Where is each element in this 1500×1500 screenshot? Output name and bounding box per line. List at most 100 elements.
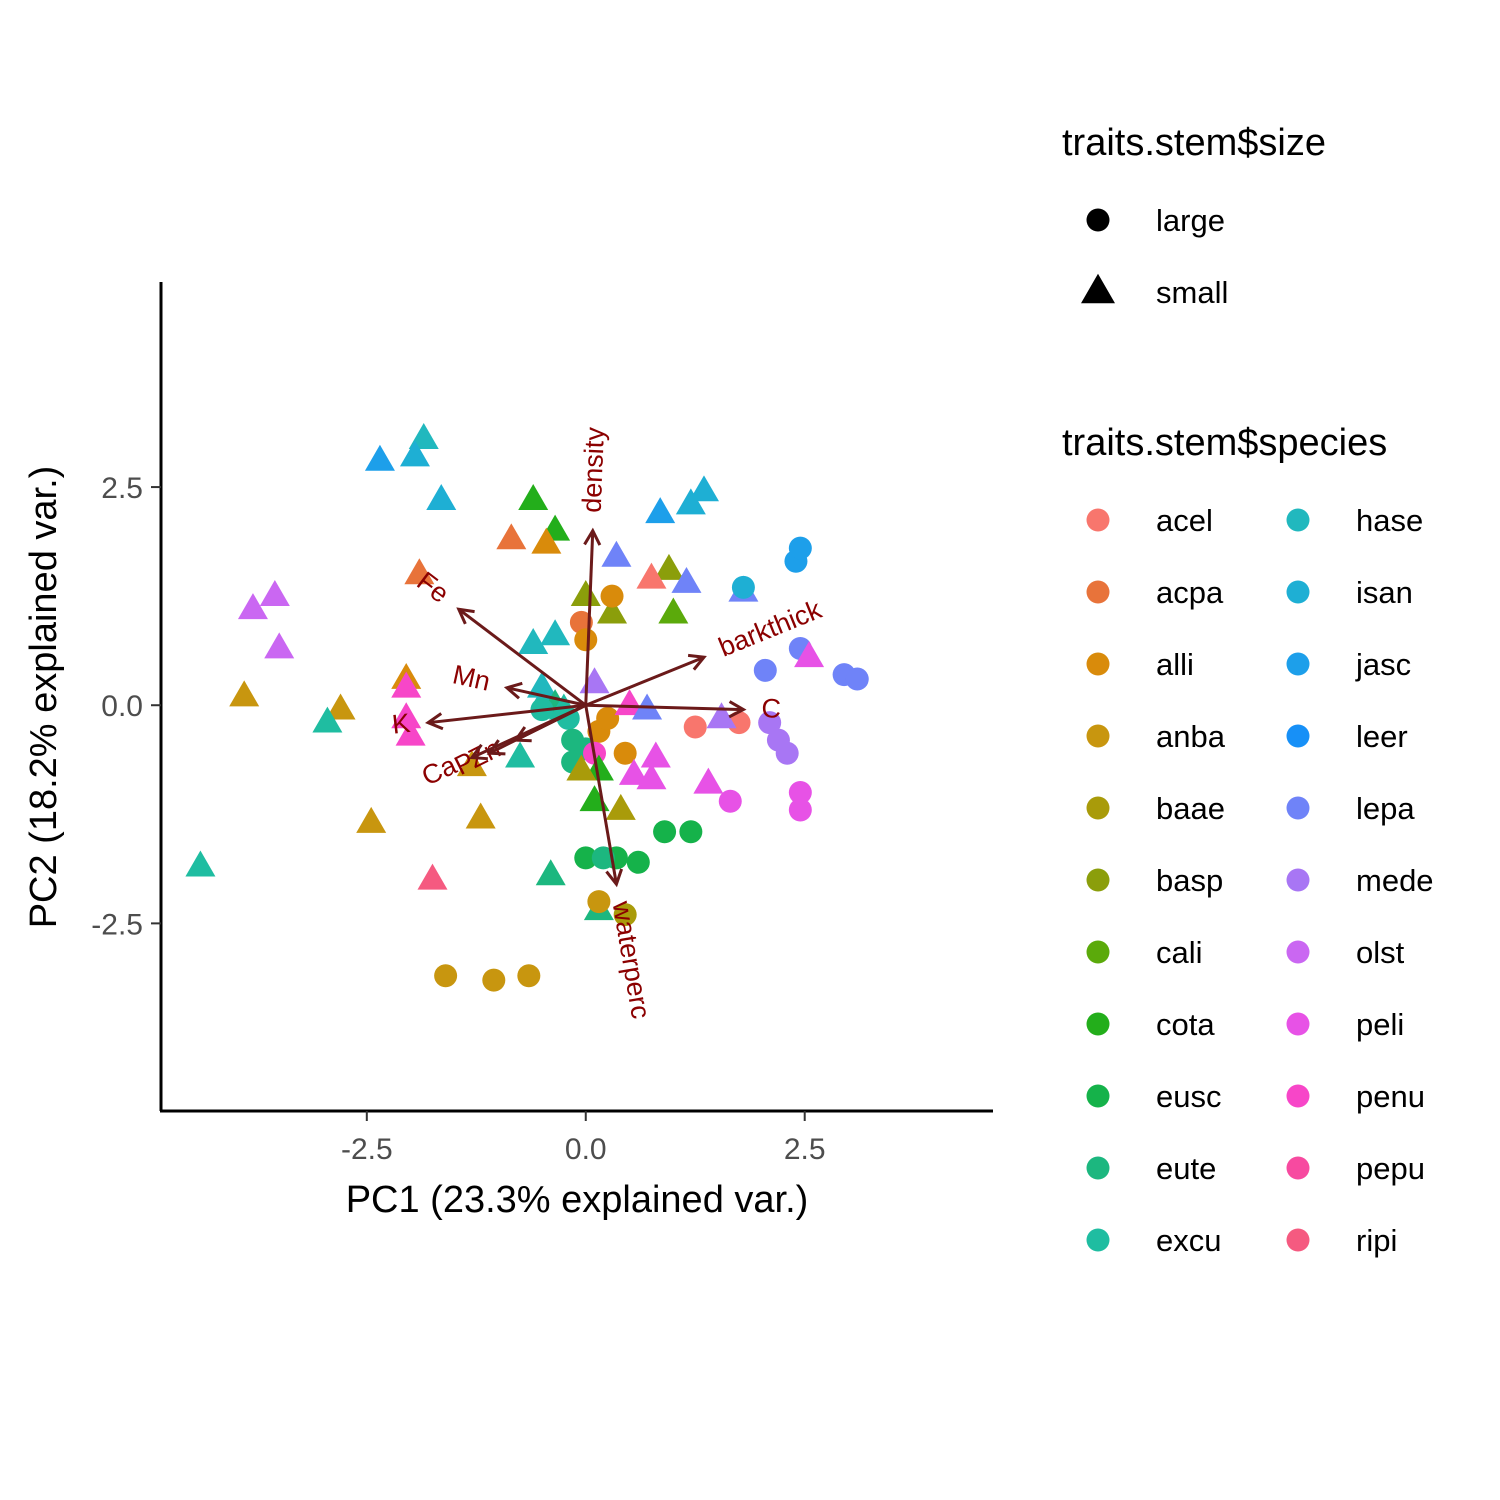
data-point <box>566 754 597 781</box>
data-point <box>614 689 645 716</box>
data-point <box>570 580 601 607</box>
loading-arrow <box>584 530 595 706</box>
data-point <box>718 789 742 813</box>
y-tick-label: -2.5 <box>91 908 143 941</box>
legend-species-key <box>1286 508 1310 532</box>
loading-arrow <box>457 608 587 707</box>
loading-label: K <box>390 708 411 740</box>
legend-species-title: traits.stem$species <box>1062 422 1387 464</box>
legend-small-key <box>1081 273 1115 304</box>
data-point <box>408 422 439 449</box>
data-point <box>364 444 395 471</box>
data-point <box>535 859 566 886</box>
legend-size-label: small <box>1156 275 1228 310</box>
data-point <box>788 536 812 560</box>
data-point <box>613 741 637 765</box>
loading-arrowhead <box>425 712 444 731</box>
legend-species-key <box>1286 1228 1310 1252</box>
data-point <box>526 671 557 698</box>
data-point <box>653 820 677 844</box>
legend-species-key <box>1086 724 1110 748</box>
x-tick-label: -2.5 <box>341 1133 393 1166</box>
legend-species-label: peli <box>1356 1007 1404 1042</box>
legend-species-key <box>1286 940 1310 964</box>
data-point <box>579 667 610 694</box>
data-point <box>636 562 667 589</box>
data-point <box>794 641 825 668</box>
data-point <box>587 890 611 914</box>
legend-species-key <box>1286 652 1310 676</box>
data-point <box>753 658 777 682</box>
loading-arrowhead <box>583 527 602 546</box>
data-point <box>356 806 387 833</box>
legend-species-label: isan <box>1356 575 1413 610</box>
x-tick-label: 2.5 <box>784 1133 826 1166</box>
data-point <box>434 964 458 988</box>
data-point <box>645 497 676 524</box>
legend-species-label: hase <box>1356 503 1423 538</box>
legend-species-key <box>1086 508 1110 532</box>
legend-species-label: eute <box>1156 1151 1216 1186</box>
legend-species-label: alli <box>1156 647 1194 682</box>
data-point <box>731 575 755 599</box>
legend-size-title: traits.stem$size <box>1062 122 1326 164</box>
axes <box>159 282 993 1113</box>
data-point <box>312 706 343 733</box>
legend-species-label: anba <box>1156 719 1226 754</box>
data-point <box>727 711 751 735</box>
legend-species-key <box>1286 1084 1310 1108</box>
data-point <box>229 680 260 707</box>
y-axis-title: PC2 (18.2% explained var.) <box>23 466 65 929</box>
legend-species-key <box>1086 580 1110 604</box>
legend-species-key <box>1286 796 1310 820</box>
data-point <box>531 527 562 554</box>
data-point <box>626 850 650 874</box>
loading-label: Mn <box>450 659 493 696</box>
data-point <box>496 523 527 550</box>
data-point <box>391 702 422 729</box>
data-point <box>613 903 637 927</box>
data-point <box>671 566 702 593</box>
legend-species-label: baae <box>1156 791 1225 826</box>
legend-species-label: acel <box>1156 503 1213 538</box>
axis-ticks: -2.5 0.0 2.5 -2.5 0.0 2.5 <box>91 472 825 1166</box>
legend-species: traits.stem$species acel acpa alli anba baae… <box>1062 422 1434 1258</box>
data-point <box>391 671 422 698</box>
loading-arrow <box>506 686 587 707</box>
x-axis-title: PC1 (23.3% explained var.) <box>346 1179 809 1221</box>
data-point <box>591 846 615 870</box>
data-point <box>683 715 707 739</box>
data-point <box>517 964 541 988</box>
legend-species-label: excu <box>1156 1223 1221 1258</box>
legend-size: traits.stem$size large small <box>1062 122 1326 310</box>
legend-size-label: large <box>1156 203 1225 238</box>
legend-species-label: olst <box>1356 935 1405 970</box>
legend-species-key <box>1086 1228 1110 1252</box>
data-point <box>185 850 216 877</box>
loading-arrowhead <box>605 868 624 888</box>
legend-species-label: lepa <box>1356 791 1415 826</box>
loading-arrow <box>427 703 586 725</box>
legend-species-label: basp <box>1156 863 1223 898</box>
legend-species-key <box>1286 724 1310 748</box>
data-point <box>640 741 671 768</box>
data-point <box>237 593 268 620</box>
data-point <box>404 558 435 585</box>
legend-species-label: acpa <box>1156 575 1224 610</box>
data-point <box>518 484 549 511</box>
data-point <box>482 968 506 992</box>
legend-species-label: mede <box>1356 863 1434 898</box>
data-point <box>399 440 430 467</box>
y-tick-label: 2.5 <box>101 472 143 505</box>
loading-label: waterperc <box>606 898 656 1021</box>
data-point <box>679 820 703 844</box>
loading-arrowhead <box>469 743 488 761</box>
data-point <box>688 475 719 502</box>
data-point <box>579 785 610 812</box>
data-point <box>574 628 598 652</box>
legend-species-key <box>1086 1084 1110 1108</box>
data-point <box>574 846 598 870</box>
data-point <box>465 802 496 829</box>
y-tick-label: 0.0 <box>101 690 143 723</box>
legend-species-key <box>1086 652 1110 676</box>
